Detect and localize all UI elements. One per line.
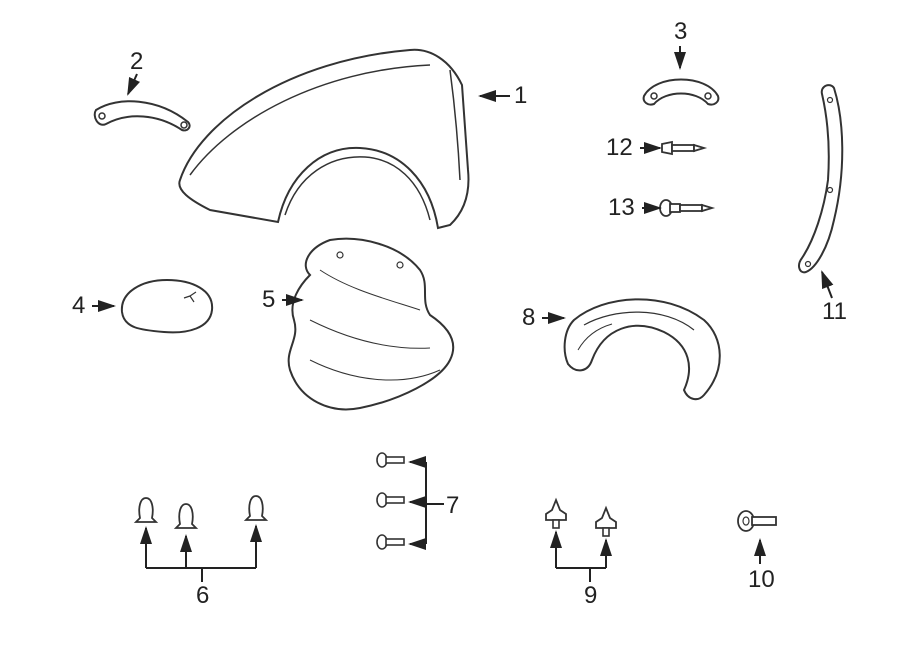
- callout-1: 1: [514, 82, 527, 110]
- callout-7: 7: [446, 492, 459, 520]
- callout-2: 2: [130, 48, 143, 76]
- part-screws-7: [372, 450, 412, 560]
- callout-10: 10: [748, 566, 775, 594]
- part-rear-liner: [554, 290, 734, 420]
- part-bolt-13: [658, 198, 714, 218]
- part-fender: [170, 40, 480, 240]
- part-bolt-12: [658, 138, 708, 158]
- part-side-seal: [794, 80, 854, 280]
- callout-5: 5: [262, 286, 275, 314]
- callout-6: 6: [196, 582, 209, 610]
- part-top-bracket: [636, 66, 726, 111]
- part-brace: [88, 92, 198, 142]
- callout-8: 8: [522, 304, 535, 332]
- callout-13: 13: [608, 194, 635, 222]
- part-clips-6: [130, 494, 280, 538]
- callout-3: 3: [674, 18, 687, 46]
- part-splash-shield: [270, 230, 490, 430]
- part-pins-9: [540, 498, 630, 542]
- callout-12: 12: [606, 134, 633, 162]
- callout-11: 11: [822, 298, 847, 326]
- callout-9: 9: [584, 582, 597, 610]
- parts-diagram: 1 2 3 4 5 6 7 8 9 10 11 12 13: [0, 0, 900, 661]
- part-rivet-10: [736, 506, 786, 536]
- part-pad: [112, 272, 222, 342]
- callout-4: 4: [72, 292, 85, 320]
